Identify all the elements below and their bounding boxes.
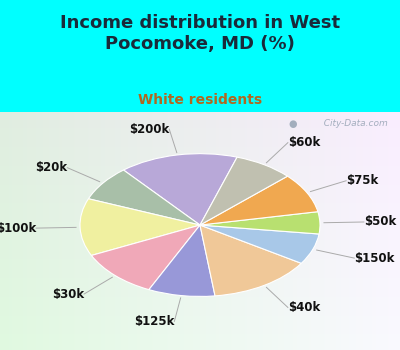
Wedge shape <box>80 199 200 256</box>
Wedge shape <box>88 170 200 225</box>
Text: $20k: $20k <box>35 161 67 174</box>
Wedge shape <box>149 225 215 296</box>
Text: $150k: $150k <box>354 252 395 265</box>
Text: $30k: $30k <box>52 288 84 301</box>
Wedge shape <box>200 212 320 234</box>
Text: City-Data.com: City-Data.com <box>318 119 388 128</box>
Wedge shape <box>200 157 288 225</box>
Text: $200k: $200k <box>129 123 169 136</box>
Text: Income distribution in West
Pocomoke, MD (%): Income distribution in West Pocomoke, MD… <box>60 14 340 53</box>
Text: White residents: White residents <box>138 93 262 107</box>
Text: $40k: $40k <box>288 301 320 314</box>
Wedge shape <box>124 154 237 225</box>
Wedge shape <box>200 225 301 296</box>
Text: $60k: $60k <box>288 136 320 149</box>
Wedge shape <box>200 176 318 225</box>
Text: $75k: $75k <box>346 174 378 187</box>
Wedge shape <box>200 225 319 263</box>
Wedge shape <box>92 225 200 290</box>
Text: ●: ● <box>288 119 296 129</box>
Text: $50k: $50k <box>364 216 396 229</box>
Text: $125k: $125k <box>134 315 174 328</box>
Text: $100k: $100k <box>0 222 36 235</box>
